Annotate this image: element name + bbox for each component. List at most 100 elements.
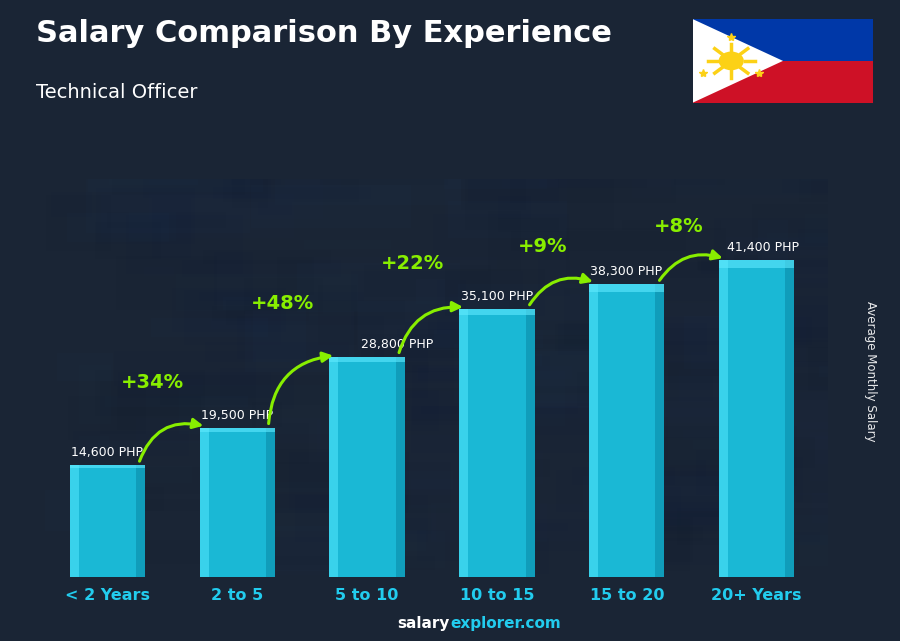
- Bar: [231, 151, 281, 185]
- Bar: [107, 212, 226, 228]
- Bar: [719, 258, 870, 288]
- Bar: [98, 441, 266, 450]
- Bar: [526, 309, 535, 577]
- Bar: [139, 465, 192, 483]
- Bar: [590, 284, 598, 577]
- Bar: [697, 255, 761, 270]
- Bar: [134, 479, 288, 520]
- Bar: [588, 462, 635, 522]
- Bar: [258, 202, 292, 215]
- Text: 41,400 PHP: 41,400 PHP: [727, 242, 799, 254]
- Bar: [801, 134, 837, 181]
- Bar: [815, 436, 900, 464]
- Bar: [808, 347, 900, 392]
- Text: +8%: +8%: [654, 217, 704, 236]
- Text: +34%: +34%: [122, 373, 184, 392]
- Bar: [112, 147, 245, 195]
- Bar: [693, 61, 873, 103]
- Bar: [320, 165, 448, 185]
- Bar: [144, 267, 174, 276]
- Bar: [199, 292, 364, 301]
- Bar: [711, 358, 864, 406]
- Bar: [334, 160, 484, 199]
- Bar: [421, 406, 578, 414]
- Bar: [220, 368, 294, 408]
- Bar: [688, 341, 725, 351]
- Bar: [285, 179, 340, 188]
- Bar: [396, 357, 405, 577]
- Bar: [202, 380, 384, 426]
- Bar: [68, 176, 136, 214]
- Bar: [86, 172, 249, 233]
- Bar: [401, 460, 489, 495]
- Bar: [374, 347, 428, 397]
- Bar: [417, 279, 446, 304]
- Bar: [412, 365, 459, 425]
- Bar: [105, 396, 248, 406]
- Text: salary: salary: [398, 617, 450, 631]
- Bar: [657, 495, 735, 517]
- Bar: [720, 342, 846, 370]
- Bar: [482, 370, 565, 426]
- Bar: [356, 470, 454, 489]
- Bar: [680, 460, 706, 476]
- Bar: [770, 442, 882, 451]
- Text: 35,100 PHP: 35,100 PHP: [461, 290, 533, 303]
- Bar: [271, 526, 330, 571]
- Bar: [483, 330, 622, 388]
- Bar: [607, 519, 690, 570]
- Bar: [209, 496, 237, 522]
- Bar: [79, 365, 112, 424]
- Bar: [465, 501, 526, 513]
- Bar: [384, 319, 470, 347]
- Bar: [252, 402, 282, 427]
- Text: 38,300 PHP: 38,300 PHP: [590, 265, 662, 278]
- Bar: [479, 522, 568, 531]
- Bar: [268, 462, 451, 513]
- Bar: [555, 120, 590, 179]
- Bar: [200, 428, 209, 577]
- Bar: [79, 499, 230, 511]
- Bar: [732, 278, 900, 338]
- Bar: [111, 217, 199, 253]
- Bar: [510, 160, 676, 203]
- Bar: [253, 310, 306, 362]
- Text: +48%: +48%: [251, 294, 314, 313]
- Bar: [752, 204, 900, 250]
- Bar: [555, 470, 593, 512]
- Bar: [226, 429, 259, 475]
- Bar: [114, 351, 256, 386]
- Bar: [709, 204, 802, 247]
- Bar: [176, 274, 358, 311]
- Bar: [624, 317, 812, 345]
- Bar: [129, 412, 203, 436]
- Bar: [656, 199, 785, 233]
- Bar: [719, 260, 728, 577]
- Bar: [231, 508, 360, 531]
- Bar: [459, 309, 468, 577]
- Bar: [431, 503, 547, 542]
- Text: +9%: +9%: [518, 237, 567, 256]
- Bar: [767, 233, 900, 247]
- Bar: [459, 309, 535, 315]
- Bar: [614, 469, 760, 524]
- Bar: [79, 436, 109, 470]
- Bar: [590, 284, 664, 577]
- Bar: [583, 476, 757, 511]
- Bar: [200, 428, 274, 577]
- Bar: [475, 354, 542, 367]
- Bar: [640, 376, 747, 417]
- Text: Technical Officer: Technical Officer: [36, 83, 197, 103]
- Bar: [674, 145, 725, 185]
- Bar: [538, 238, 570, 296]
- Bar: [812, 494, 900, 522]
- Bar: [655, 284, 664, 577]
- Bar: [461, 162, 526, 210]
- Bar: [671, 150, 831, 194]
- Bar: [129, 212, 176, 240]
- Bar: [721, 373, 833, 400]
- Bar: [187, 413, 371, 424]
- Text: explorer.com: explorer.com: [450, 617, 561, 631]
- Bar: [136, 465, 145, 577]
- Bar: [755, 392, 879, 433]
